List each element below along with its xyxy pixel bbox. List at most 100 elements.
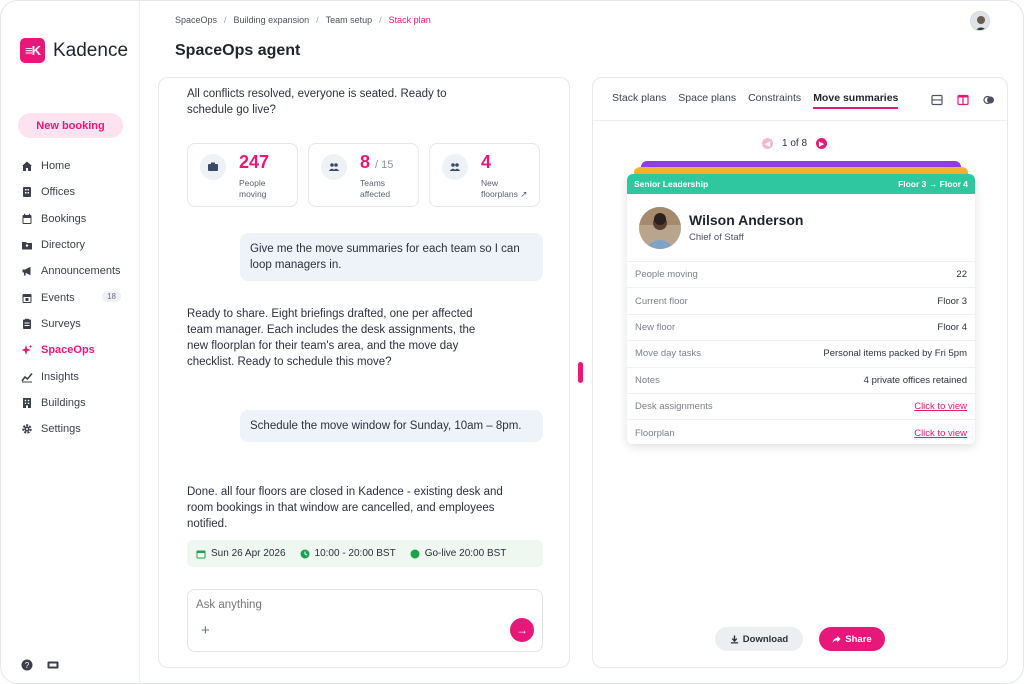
arrow-right-icon: → xyxy=(928,179,938,189)
prev-page-button[interactable]: ◀ xyxy=(762,138,773,149)
tab-stack-plans[interactable]: Stack plans xyxy=(612,92,667,104)
share-button[interactable]: Share xyxy=(819,627,885,651)
compare-view-icon[interactable] xyxy=(983,93,995,105)
split-view-icon[interactable] xyxy=(957,93,969,106)
breadcrumb-current: Stack plan xyxy=(388,15,431,25)
events-count-badge: 18 xyxy=(102,291,121,303)
detail-row: New floor Floor 4 xyxy=(627,313,975,340)
chat-input[interactable] xyxy=(196,599,496,611)
sidebar-item-label: SpaceOps xyxy=(41,344,95,357)
list-view-icon[interactable] xyxy=(931,93,943,106)
detail-row: People moving 22 xyxy=(627,261,975,287)
people-icon xyxy=(200,154,226,180)
send-button[interactable]: → xyxy=(510,618,534,642)
sidebar-item-label: Surveys xyxy=(41,317,81,330)
page-title: SpaceOps agent xyxy=(175,42,301,59)
sidebar-item-settings[interactable]: Settings xyxy=(21,416,131,442)
manager-name: Wilson Anderson xyxy=(689,212,804,228)
calendar-icon xyxy=(196,550,206,558)
sidebar-item-insights[interactable]: Insights xyxy=(21,363,131,389)
sidebar-item-home[interactable]: Home xyxy=(21,153,131,179)
user-avatar[interactable] xyxy=(970,11,990,31)
breadcrumb-item[interactable]: SpaceOps xyxy=(175,15,218,25)
detail-label: New floor xyxy=(635,321,676,333)
megaphone-icon xyxy=(21,265,33,277)
detail-value: Personal items packed by Fri 5pm xyxy=(823,348,967,360)
sidebar-item-spaceops[interactable]: SpaceOps xyxy=(21,337,131,363)
breadcrumb-separator: / xyxy=(379,15,382,25)
stat-people-moving: 247 People moving xyxy=(187,143,298,207)
date-text: Sun 26 Apr 2026 xyxy=(211,548,286,559)
stat-value: 247 xyxy=(239,152,270,172)
detail-label: Current floor xyxy=(635,295,688,307)
stat-new-floorplans[interactable]: 4 New floorplans ↗ xyxy=(429,143,540,207)
move-stats: 247 People moving 8 / 15 Teams affected … xyxy=(187,143,540,207)
detail-row: Move day tasks Personal items packed by F… xyxy=(627,340,975,366)
golive-text: Go-live 20:00 BST xyxy=(424,548,507,559)
detail-value: 22 xyxy=(956,269,967,281)
detail-label: People moving xyxy=(635,269,698,281)
manager-avatar xyxy=(639,207,681,249)
move-summaries-panel: Stack plans Space plans Constraints Move… xyxy=(592,77,1008,668)
stat-label: New floorplans ↗ xyxy=(481,178,528,199)
download-button[interactable]: Download xyxy=(715,627,803,651)
agent-message: Ready to share. Eight briefings drafted,… xyxy=(187,308,476,368)
tab-space-plans[interactable]: Space plans xyxy=(678,92,737,104)
stat-label: Teams affected xyxy=(360,178,391,199)
schedule-time: 10:00 - 20:00 BST xyxy=(300,548,396,559)
clock-icon xyxy=(300,549,310,558)
sidebar-item-label: Offices xyxy=(41,186,76,199)
next-page-button[interactable]: ▶ xyxy=(816,138,828,149)
move-details: People moving 22 Current floor Floor 3 New… xyxy=(627,261,975,444)
agent-chat-panel: All conflicts resolved, everyone is seat… xyxy=(158,77,570,668)
sidebar-item-directory[interactable]: Directory xyxy=(21,232,131,258)
schedule-date: Sun 26 Apr 2026 xyxy=(196,548,286,559)
directory-icon xyxy=(21,239,33,251)
brand-name: Kadence xyxy=(53,39,129,61)
sidebar-item-offices[interactable]: Offices xyxy=(21,179,131,205)
breadcrumb-separator: / xyxy=(316,15,319,25)
help-icon[interactable]: ? xyxy=(21,658,33,671)
detail-value: Floor 4 xyxy=(937,321,967,333)
schedule-summary: Sun 26 Apr 2026 10:00 - 20:00 BST Go-liv… xyxy=(187,540,543,567)
sidebar-item-bookings[interactable]: Bookings xyxy=(21,206,131,232)
detail-value: 4 private offices retained xyxy=(863,374,967,386)
sidebar: ≡ K Kadence New booking Home Offices Book… xyxy=(1,1,140,683)
sidebar-item-label: Settings xyxy=(41,423,81,436)
sidebar-item-announcements[interactable]: Announcements xyxy=(21,258,131,284)
logo[interactable]: ≡ K Kadence xyxy=(20,38,128,63)
detail-row: Floorplan Click to view xyxy=(627,419,975,444)
share-label: Share xyxy=(845,633,872,645)
sidebar-item-events[interactable]: Events 18 xyxy=(21,284,131,310)
breadcrumb: SpaceOps / Building expansion / Team set… xyxy=(175,15,431,25)
sidebar-item-surveys[interactable]: Surveys xyxy=(21,311,131,337)
share-icon xyxy=(832,635,841,643)
sidebar-item-buildings[interactable]: Buildings xyxy=(21,390,131,416)
view-toggle-group xyxy=(931,93,995,106)
detail-row: Notes 4 private offices retained xyxy=(627,366,975,393)
breadcrumb-item[interactable]: Team setup xyxy=(325,15,373,25)
team-name: Senior Leadership xyxy=(634,179,709,189)
offices-icon xyxy=(21,186,33,198)
move-summary-card: Senior Leadership Floor 3 → Floor 4 Wils… xyxy=(627,174,975,444)
sidebar-item-label: Buildings xyxy=(41,396,86,409)
team-icon xyxy=(321,154,347,180)
user-message: Schedule the move window for Sunday, 10a… xyxy=(240,410,543,442)
detail-value: Floor 3 xyxy=(937,295,967,307)
card-header: Senior Leadership Floor 3 → Floor 4 xyxy=(627,174,975,194)
tab-constraints[interactable]: Constraints xyxy=(748,92,802,104)
breadcrumb-item[interactable]: Building expansion xyxy=(233,15,310,25)
desk-assignments-link[interactable]: Click to view xyxy=(914,401,967,413)
stat-total: / 15 xyxy=(375,159,394,171)
panel-resize-handle[interactable] xyxy=(578,362,583,383)
schedule-golive: Go-live 20:00 BST xyxy=(410,548,507,559)
ticket-icon[interactable] xyxy=(47,658,59,670)
stat-teams-affected: 8 / 15 Teams affected xyxy=(308,143,419,207)
attach-plus-icon[interactable]: + xyxy=(201,622,210,639)
chat-composer: + → xyxy=(187,589,543,652)
tab-move-summaries[interactable]: Move summaries xyxy=(813,92,899,109)
new-booking-button[interactable]: New booking xyxy=(18,113,123,138)
floorplan-link[interactable]: Click to view xyxy=(914,427,967,439)
download-label: Download xyxy=(742,633,789,645)
kadence-logo-icon: ≡ K xyxy=(20,38,45,63)
